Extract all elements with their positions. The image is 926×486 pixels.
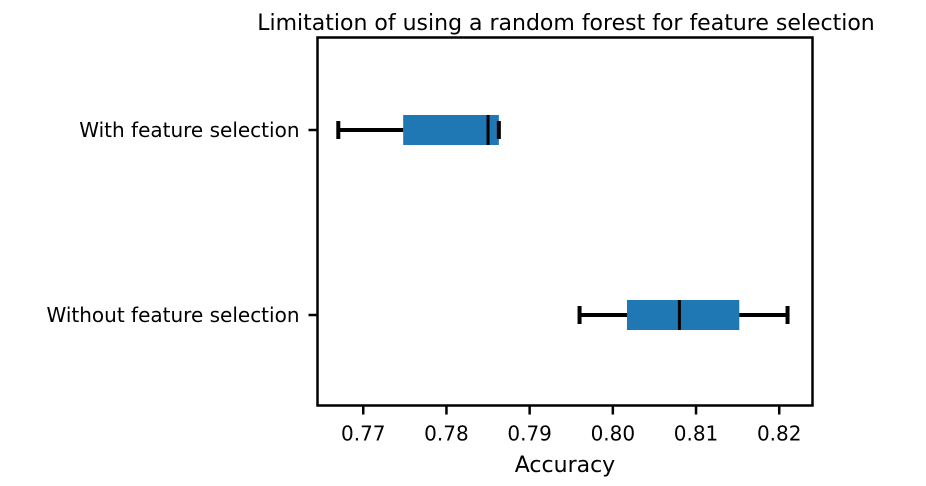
- x-tick-label: 0.77: [341, 422, 386, 446]
- boxplot-group: [336, 115, 501, 145]
- x-axis-label: Accuracy: [515, 453, 615, 478]
- chart-title: Limitation of using a random forest for …: [257, 11, 875, 36]
- y-tick-label: Without feature selection: [47, 303, 300, 327]
- x-tick-label: 0.81: [674, 422, 719, 446]
- x-tick-label: 0.82: [757, 422, 802, 446]
- plot-frame: [316, 36, 814, 407]
- boxplot-group: [577, 300, 790, 330]
- x-tick-label: 0.78: [424, 422, 469, 446]
- x-axis: 0.77 0.78 0.79 0.80 0.81 0.82: [341, 405, 802, 446]
- y-tick-label: With feature selection: [79, 118, 299, 142]
- x-tick-label: 0.80: [591, 422, 636, 446]
- plot-area: [336, 115, 790, 330]
- box: [626, 300, 740, 330]
- box: [403, 115, 499, 145]
- x-tick-label: 0.79: [507, 422, 552, 446]
- y-axis: With feature selection Without feature se…: [47, 118, 318, 327]
